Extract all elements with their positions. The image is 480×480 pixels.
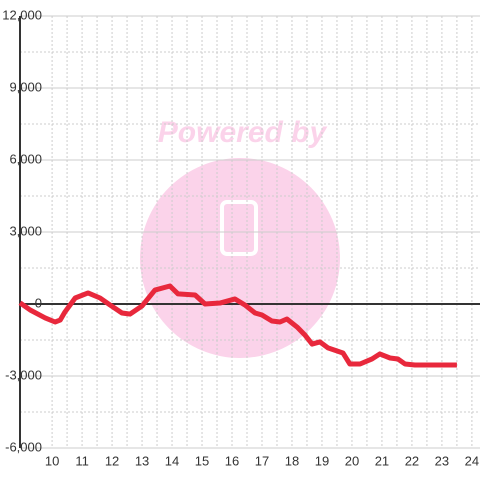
x-tick-label: 22 — [405, 453, 419, 468]
x-tick-label: 10 — [45, 453, 59, 468]
x-tick-label: 20 — [345, 453, 359, 468]
y-tick-label: 12,000 — [2, 7, 42, 22]
x-tick-label: 23 — [435, 453, 449, 468]
x-tick-label: 13 — [135, 453, 149, 468]
x-tick-label: 24 — [465, 453, 479, 468]
data-line — [18, 283, 457, 368]
x-tick-label: 14 — [165, 453, 179, 468]
watermark-icon — [220, 200, 258, 256]
x-tick-label: 12 — [105, 453, 119, 468]
y-tick-label: 0 — [35, 295, 42, 310]
y-tick-label: -3,000 — [5, 367, 42, 382]
x-tick-label: 11 — [75, 453, 89, 468]
x-tick-label: 21 — [375, 453, 389, 468]
y-tick-label: 9,000 — [9, 79, 42, 94]
y-tick-label: -6,000 — [5, 439, 42, 454]
x-tick-label: 16 — [225, 453, 239, 468]
watermark: Powered by — [140, 116, 340, 358]
y-tick-label: 6,000 — [9, 151, 42, 166]
x-tick-label: 18 — [285, 453, 299, 468]
watermark-text: Powered by — [158, 116, 328, 149]
x-tick-label: 19 — [315, 453, 329, 468]
watermark-circle — [140, 158, 340, 358]
x-tick-label: 17 — [255, 453, 269, 468]
y-tick-label: 3,000 — [9, 223, 42, 238]
x-tick-label: 15 — [195, 453, 209, 468]
